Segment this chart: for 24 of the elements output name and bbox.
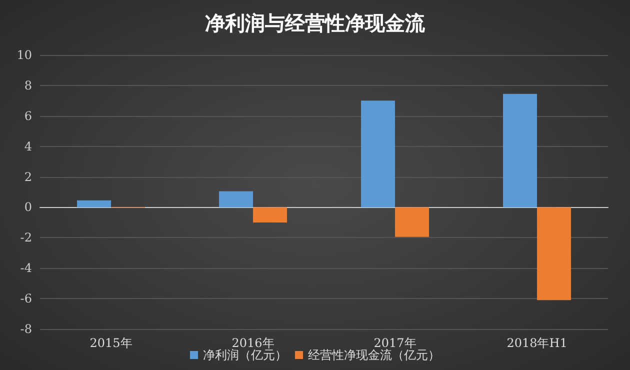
x-tick-label: 2017年: [374, 336, 416, 350]
x-tick-label: 2015年: [90, 336, 132, 350]
x-tick-label: 2018年H1: [506, 336, 568, 350]
y-tick-label: 0: [24, 200, 32, 214]
bar: [253, 207, 287, 222]
bar: [361, 100, 395, 208]
y-tick-label: 6: [24, 108, 32, 123]
legend-label: 净利润（亿元）: [203, 348, 287, 362]
y-tick-label: 4: [24, 139, 32, 154]
legend-label: 经营性净现金流（亿元）: [308, 348, 440, 362]
bar: [537, 207, 571, 300]
y-tick-label: -2: [20, 230, 32, 245]
x-tick-label: 2016年: [232, 336, 274, 350]
bar: [395, 207, 429, 237]
y-tick-label: -4: [20, 261, 32, 276]
y-tick-label: -6: [20, 292, 32, 306]
y-tick-label: 2: [24, 170, 32, 184]
y-tick-label: 8: [24, 78, 32, 92]
bar: [77, 200, 111, 208]
bar: [219, 191, 253, 208]
y-tick-label: 10: [16, 48, 32, 62]
y-tick-label: -8: [20, 322, 32, 336]
chart-title: 净利润与经营性净现金流: [205, 11, 426, 35]
bar: [503, 94, 537, 208]
